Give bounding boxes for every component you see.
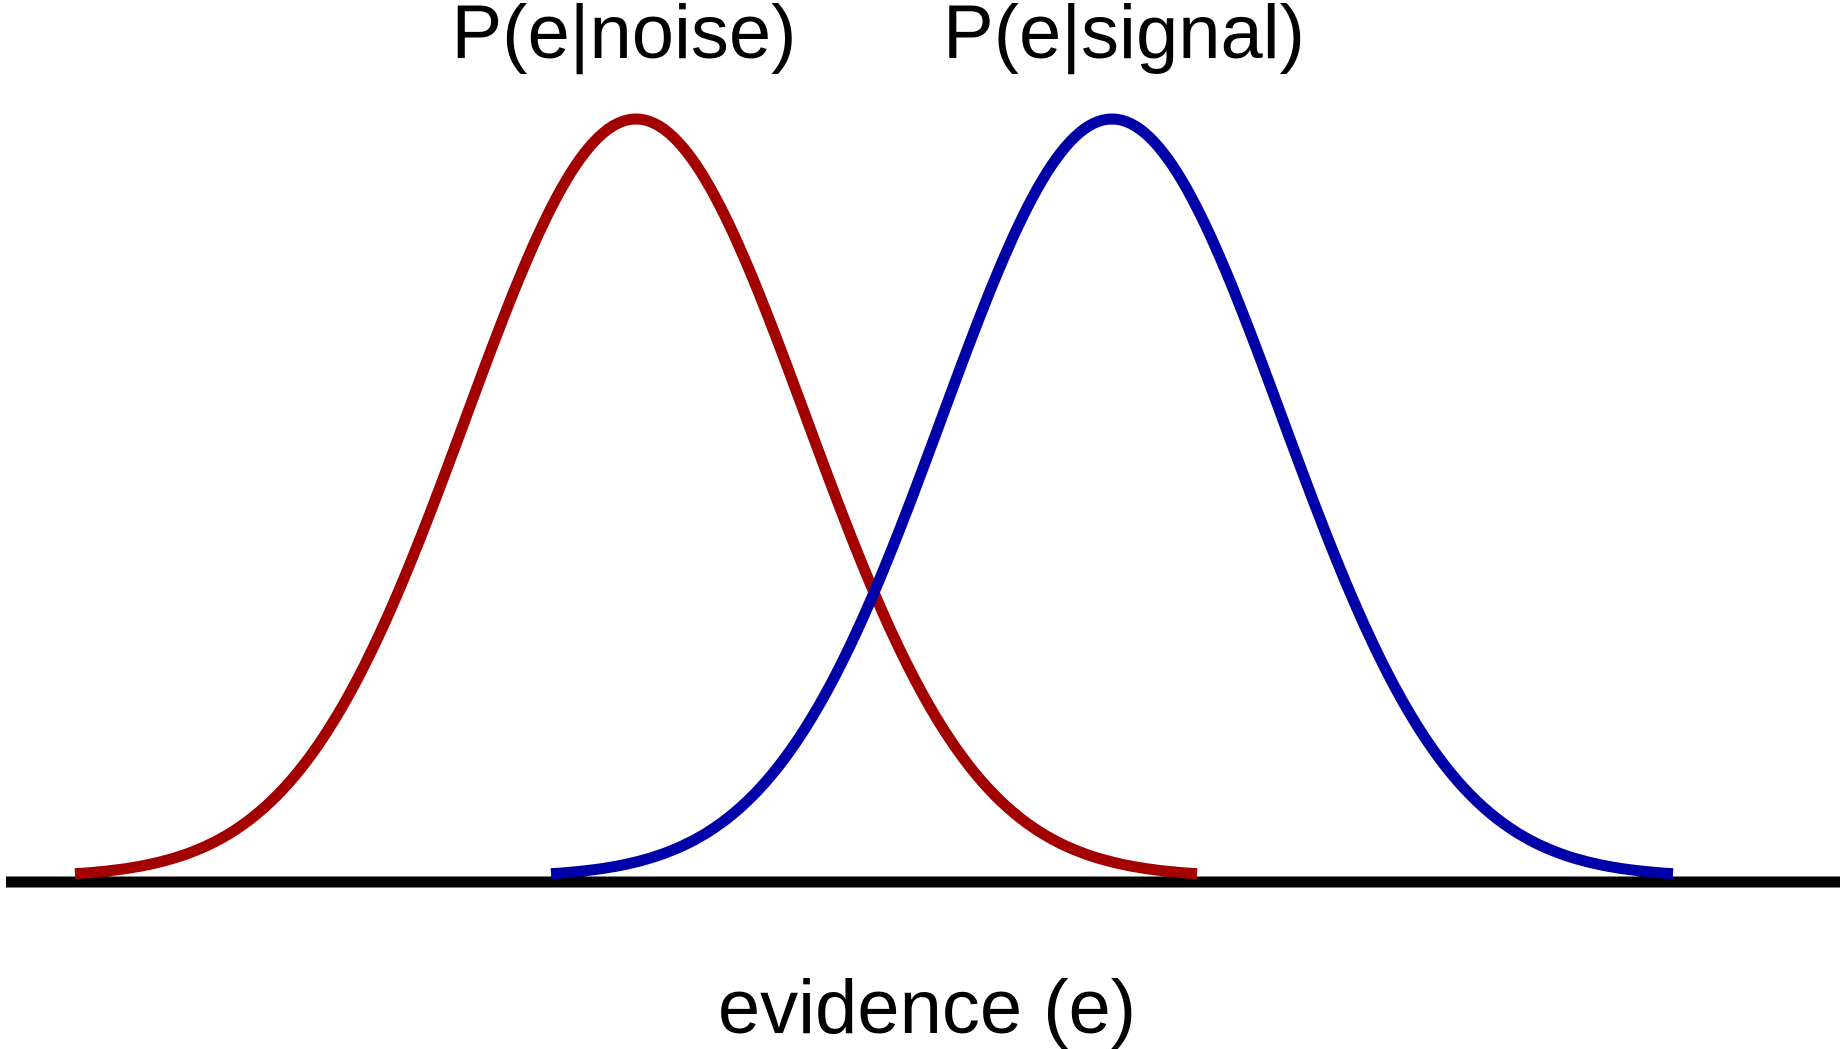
noise-distribution-curve: [74, 113, 1198, 880]
series-label-noise: P(e|noise): [451, 0, 796, 75]
series-label-signal: P(e|signal): [943, 0, 1305, 75]
distribution-curves: [74, 113, 1674, 880]
signal-distribution-curve: [550, 113, 1674, 880]
x-axis-label: evidence (e): [718, 965, 1136, 1049]
